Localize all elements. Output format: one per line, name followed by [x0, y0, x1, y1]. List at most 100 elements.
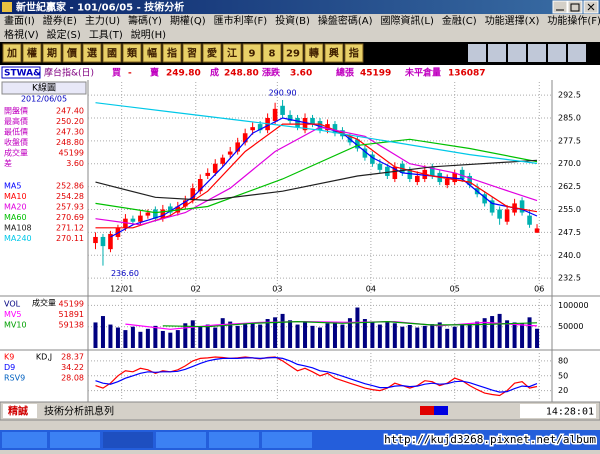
volume-bar	[318, 327, 322, 348]
quote-label: 賣	[149, 67, 160, 79]
volume-bar	[288, 320, 293, 348]
candle-body	[467, 175, 472, 186]
menu-item[interactable]: 功能選擇(X)	[485, 14, 540, 27]
status-message: 技術分析訊息列	[44, 405, 114, 418]
menu-item[interactable]: 國際資訊(L)	[381, 14, 434, 27]
task-button[interactable]	[2, 432, 47, 448]
tool-icon[interactable]	[468, 44, 486, 62]
tool-icon[interactable]	[508, 44, 526, 62]
window-title: 新世紀贏家 - 101/06/05 - 技術分析	[16, 1, 184, 14]
toolbar-button[interactable]	[324, 43, 344, 63]
menu-item[interactable]: 期權(Q)	[170, 14, 206, 27]
menu-item[interactable]: 功能操作(F)	[547, 14, 600, 27]
tool-icon[interactable]	[528, 44, 546, 62]
info-label: 收盤價	[4, 137, 28, 147]
candle-body	[100, 236, 106, 247]
candle-body	[377, 163, 383, 170]
menu-item[interactable]: 格視(V)	[4, 28, 39, 41]
toolbar-button[interactable]	[142, 43, 162, 63]
task-button[interactable]	[262, 432, 312, 448]
volume-bar	[437, 322, 442, 348]
toolbar-label: 國	[107, 48, 117, 60]
toolbar-button[interactable]	[202, 43, 222, 63]
toolbar-button[interactable]	[102, 43, 122, 63]
menu-item[interactable]: 操盤密碼(A)	[318, 14, 373, 27]
toolbar-label: 類	[126, 47, 138, 60]
toolbar-button[interactable]	[344, 43, 364, 63]
toolbar-button[interactable]	[42, 43, 62, 63]
candle-body	[452, 172, 458, 183]
volume-bar	[145, 328, 150, 348]
toolbar-button[interactable]	[2, 43, 22, 63]
task-button[interactable]	[103, 432, 153, 448]
y-tick-label: 262.5	[558, 182, 581, 191]
annotation: 290.90	[269, 88, 297, 97]
candle-body	[182, 200, 188, 207]
volume-bar	[123, 330, 128, 348]
task-button[interactable]	[50, 432, 100, 448]
toolbar-button[interactable]	[82, 43, 102, 63]
status-brand: 精誠	[8, 405, 28, 418]
menu-item[interactable]: 匯市利率(F)	[214, 14, 268, 27]
candle-body	[332, 124, 338, 134]
volume-bar	[93, 322, 98, 348]
candle-body	[280, 105, 285, 115]
toolbar-button[interactable]	[262, 43, 282, 63]
toolbar-button[interactable]	[222, 43, 242, 63]
toolbar-button[interactable]	[62, 43, 82, 63]
toolbar-label: 29	[286, 49, 300, 60]
tool-icon[interactable]	[548, 44, 566, 62]
legend-name: D9	[4, 363, 15, 372]
menu-item[interactable]: 投資(B)	[275, 14, 310, 27]
menu-item[interactable]: 主力(U)	[85, 14, 120, 27]
volume-bar	[490, 316, 495, 348]
status-indicator	[434, 406, 448, 415]
volume-bar	[467, 323, 472, 348]
tool-icon[interactable]	[568, 44, 586, 62]
task-button[interactable]	[156, 432, 206, 448]
toolbar-button[interactable]	[182, 43, 202, 63]
minimize-button[interactable]	[552, 0, 568, 14]
menu-item[interactable]: 說明(H)	[131, 28, 166, 41]
candle-body	[459, 169, 465, 180]
legend-name: K9	[4, 353, 14, 362]
toolbar-button[interactable]	[282, 43, 304, 63]
volume-bar	[407, 324, 412, 348]
menu-item[interactable]: 金融(C)	[442, 14, 477, 27]
volume-bar	[100, 316, 105, 348]
toolbar-button[interactable]	[22, 43, 42, 63]
legend-name: MA10	[4, 192, 27, 201]
volume-bar	[392, 323, 397, 348]
volume-bar	[273, 317, 278, 348]
volume-bar	[220, 318, 225, 348]
legend-value: 28.08	[61, 374, 84, 383]
quote-value: 3.60	[290, 69, 312, 79]
legend-value: 270.11	[56, 234, 84, 243]
menu-item[interactable]: 設定(S)	[47, 28, 81, 41]
candle-body	[407, 169, 413, 180]
menu-item[interactable]: 畫面(I)	[4, 14, 35, 27]
toolbar-button[interactable]	[162, 43, 182, 63]
toolbar-button[interactable]	[304, 43, 324, 63]
candle-body	[392, 166, 398, 180]
toolbar-label: 期	[47, 47, 57, 60]
menu-item[interactable]: 證券(E)	[43, 14, 77, 27]
x-tick-label: 04	[366, 285, 376, 294]
quote-value: -	[128, 69, 132, 79]
toolbar-button[interactable]	[122, 43, 142, 63]
volume-bar	[138, 331, 143, 348]
volume-bar	[265, 319, 270, 348]
task-button[interactable]	[209, 432, 259, 448]
candle-body	[205, 172, 211, 176]
series-line	[95, 102, 538, 164]
legend-name: MV5	[4, 310, 21, 319]
toolbar-label: 價	[66, 47, 78, 60]
candle-body	[444, 179, 450, 186]
candle-body	[212, 163, 218, 173]
volume-bar	[520, 323, 525, 348]
menu-item[interactable]: 籌碼(Y)	[128, 14, 162, 27]
toolbar-button[interactable]	[242, 43, 262, 63]
y-tick-label: 285.0	[558, 113, 581, 122]
tool-icon[interactable]	[488, 44, 506, 62]
menu-item[interactable]: 工具(T)	[89, 29, 123, 41]
